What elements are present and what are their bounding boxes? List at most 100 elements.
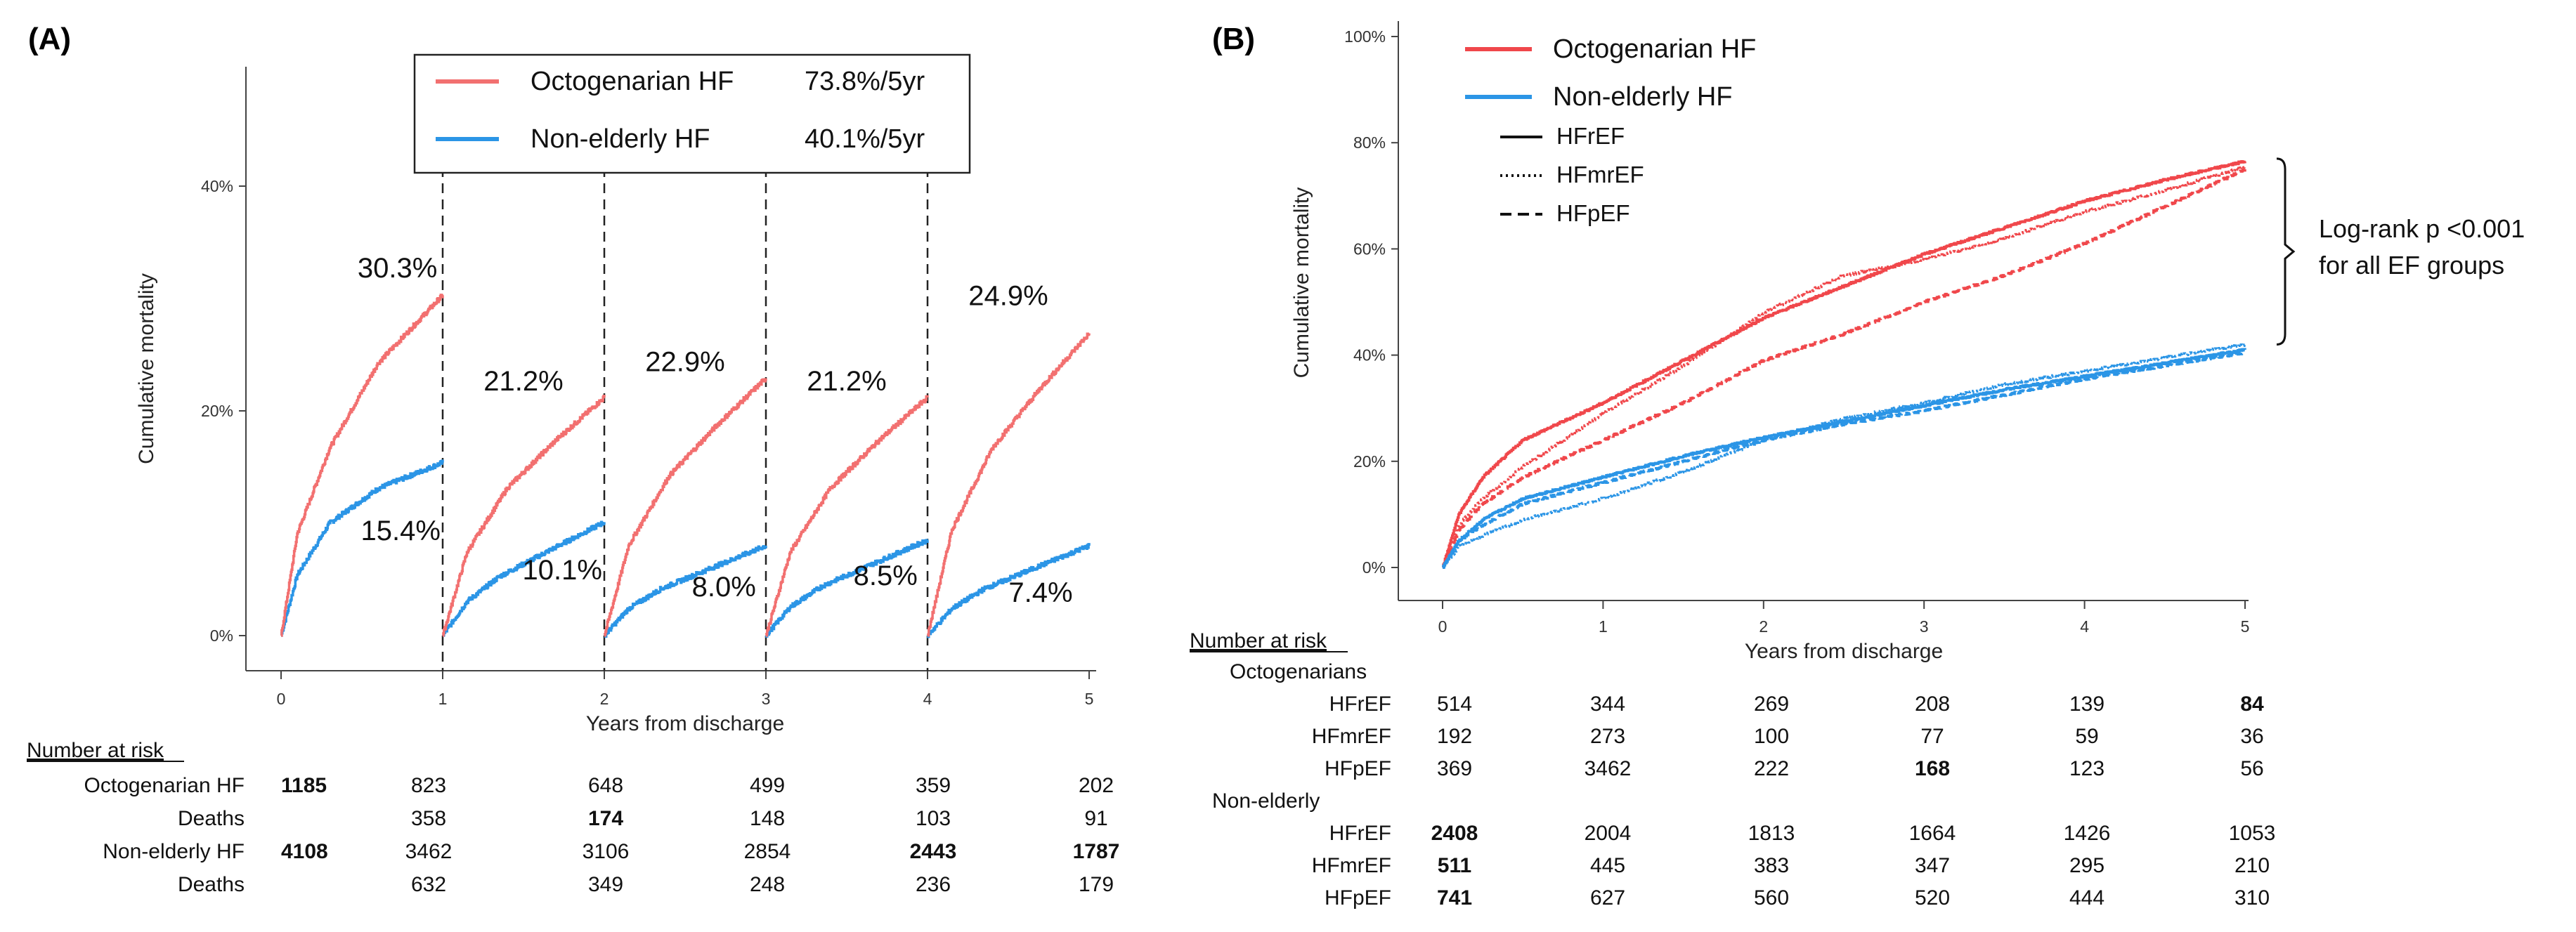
panel-b-risk-value: 1813 (1748, 822, 1795, 845)
panel-a-legend-label: Non-elderly HF (531, 124, 710, 154)
panel-b-risk-value: 192 (1437, 725, 1472, 748)
panel-b-label: (B) (1212, 22, 1255, 56)
panel-b-risk-row-label: HFrEF (1329, 693, 1391, 716)
panel-b-legend-label: Octogenarian HF (1553, 34, 1756, 64)
panel-b-legend-style-label: HFrEF (1556, 123, 1625, 149)
panel-a-y-tick-label: 0% (210, 626, 233, 645)
panel-a-risk-row-label: Deaths (178, 873, 245, 896)
panel-b-risk-value: 3462 (1585, 757, 1632, 780)
panel-b-risk-value: 1664 (1909, 822, 1956, 845)
panel-a-risk-value: 349 (588, 873, 623, 896)
panel-b-risk-value: 344 (1590, 693, 1625, 716)
panel-a: (A) 0% 20% 40% 0 1 2 3 4 5 Years from discharge Cum… (27, 22, 1119, 896)
panel-a-risk-value: 823 (411, 774, 446, 797)
panel-b-risk-value: 210 (2235, 854, 2270, 877)
panel-b-bracket (2276, 157, 2296, 346)
panel-a-x-tick-label: 4 (923, 690, 932, 708)
panel-b-risk-heading: Number at risk (1190, 629, 1327, 652)
panel-a-curve-nonelderly-5 (927, 543, 1091, 638)
panel-a-curve-octogenarian-3 (604, 378, 767, 637)
panel-a-risk-value: 2854 (744, 840, 791, 863)
panel-a-risk-row-label: Deaths (178, 807, 245, 830)
panel-b-risk-value: 1053 (2229, 822, 2276, 845)
panel-a-nonelderly-value-label: 8.5% (854, 560, 918, 591)
panel-a-risk-value: 202 (1079, 774, 1114, 797)
panel-b-risk-value: 2408 (1431, 822, 1478, 845)
panel-b-risk-value: 139 (2069, 693, 2105, 716)
panel-b-logrank-line1: Log-rank p <0.001 (2319, 214, 2525, 243)
panel-a-curve-octogenarian-5 (927, 332, 1091, 637)
panel-a-risk-value: 4108 (281, 840, 328, 863)
panel-b-x-tick-label: 3 (1920, 617, 1929, 636)
panel-b-risk-value: 520 (1915, 886, 1950, 910)
panel-b-risk-value: 560 (1754, 886, 1789, 910)
panel-a-x-tick-label: 0 (277, 690, 286, 708)
panel-a-curve-nonelderly-3 (604, 545, 767, 638)
panel-a-risk-value: 632 (411, 873, 446, 896)
panel-a-nonelderly-value-label: 15.4% (360, 516, 440, 546)
panel-a-risk-value: 179 (1079, 873, 1114, 896)
panel-a-risk-value: 91 (1084, 807, 1107, 830)
panel-b-risk-value: 77 (1920, 725, 1944, 748)
panel-a-y-axis-title: Cumulative mortality (135, 273, 158, 464)
panel-a-x-tick-label: 2 (600, 690, 609, 708)
panel-a-y-tick-label: 40% (201, 177, 233, 195)
panel-b-risk-value: 295 (2069, 854, 2105, 877)
panel-b-risk-value: 741 (1437, 886, 1472, 910)
panel-b-risk-row-label: HFmrEF (1312, 854, 1391, 877)
panel-b-risk-row-label: HFrEF (1329, 822, 1391, 845)
panel-a-risk-value: 148 (750, 807, 785, 830)
panel-a-curve-nonelderly-4 (765, 539, 929, 638)
panel-a-nonelderly-value-label: 7.4% (1008, 577, 1072, 608)
panel-a-risk-value: 248 (750, 873, 785, 896)
panel-b-risk-value: 168 (1915, 757, 1950, 780)
panel-a-risk-value: 3462 (405, 840, 453, 863)
panel-a-risk-value: 103 (916, 807, 951, 830)
panel-a-risk-value: 648 (588, 774, 623, 797)
panel-b-curve-nonelderly-hfmref (1442, 343, 2246, 569)
panel-b-risk-value: 269 (1754, 693, 1789, 716)
panel-a-risk-value: 358 (411, 807, 446, 830)
panel-b-x-tick-label: 1 (1599, 617, 1608, 636)
panel-b-risk-section-label: Octogenarians (1230, 660, 1367, 683)
panel-b-y-axis-title: Cumulative mortality (1290, 188, 1313, 379)
panel-b-x-tick-label: 0 (1438, 617, 1448, 636)
panel-a-x-tick-label: 3 (762, 690, 771, 708)
panel-b-risk-row-label: HFpEF (1325, 886, 1391, 910)
panel-b-risk-value: 273 (1590, 725, 1625, 748)
panel-a-risk-value: 236 (916, 873, 951, 896)
panel-a-nonelderly-value-label: 8.0% (692, 572, 756, 603)
panel-b-legend-style-label: HFpEF (1556, 200, 1630, 226)
panel-b-risk-value: 36 (2240, 725, 2263, 748)
panel-a-risk-value: 1185 (281, 774, 327, 797)
panel-a-nonelderly-value-label: 10.1% (522, 555, 601, 586)
panel-b-risk-value: 444 (2069, 886, 2105, 910)
panel-b-risk-value: 208 (1915, 693, 1950, 716)
panel-b-risk-value: 222 (1754, 757, 1789, 780)
panel-a-y-tick-label: 20% (201, 402, 233, 420)
panel-a-x-axis-title: Years from discharge (586, 712, 784, 735)
panel-a-octogenarian-value-label: 21.2% (807, 366, 886, 397)
panel-b-risk-value: 100 (1754, 725, 1789, 748)
panel-b-curve-octogenarian-hfref (1442, 160, 2246, 569)
panel-a-legend-box (413, 53, 971, 174)
panel-b-risk-value: 56 (2240, 757, 2263, 780)
panel-b-y-tick-label: 80% (1353, 133, 1386, 152)
panel-a-curve-nonelderly-1 (280, 459, 444, 637)
panel-b-y-tick-label: 100% (1344, 27, 1386, 46)
panel-a-risk-value: 1787 (1073, 840, 1120, 863)
panel-a-risk-value: 2443 (910, 840, 957, 863)
panel-a-risk-value: 499 (750, 774, 785, 797)
panel-b-x-tick-label: 4 (2080, 617, 2089, 636)
panel-b-risk-value: 369 (1437, 757, 1472, 780)
panel-b-risk-value: 1426 (2064, 822, 2111, 845)
panel-b-curve-octogenarian-hfpef (1442, 168, 2246, 569)
panel-b-curve-octogenarian-hfmref (1442, 166, 2246, 569)
panel-b-y-tick-label: 20% (1353, 452, 1386, 471)
panel-b-risk-value: 59 (2075, 725, 2098, 748)
panel-a-risk-heading: Number at risk (27, 739, 164, 762)
panel-b-risk-row-label: HFmrEF (1312, 725, 1391, 748)
panel-a-curve-octogenarian-2 (442, 395, 606, 637)
